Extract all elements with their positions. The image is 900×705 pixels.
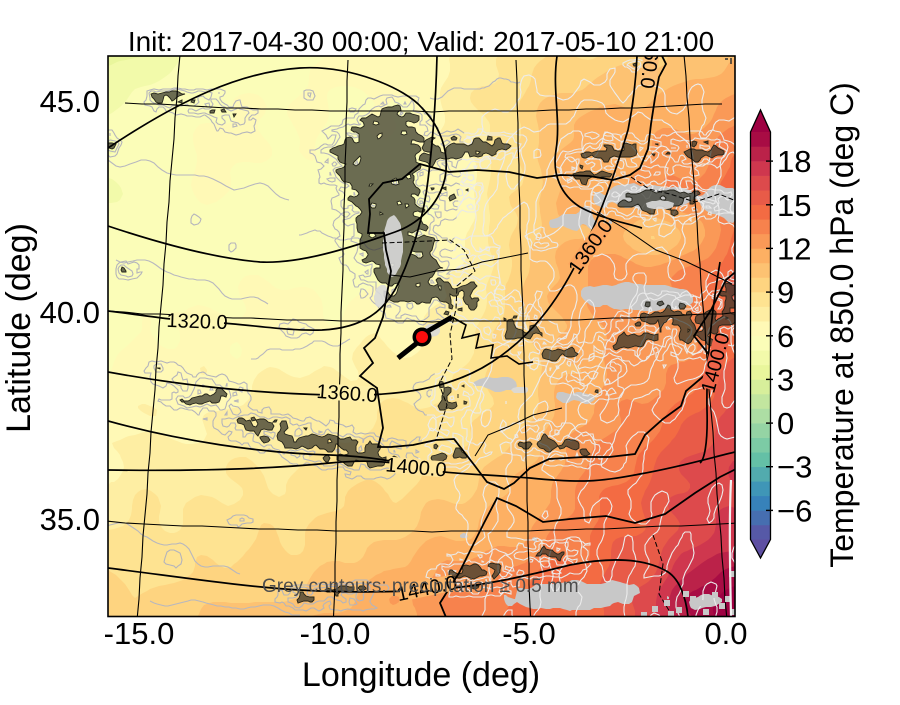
svg-text:45.0: 45.0: [40, 84, 100, 119]
svg-text:12: 12: [777, 231, 811, 266]
svg-text:18: 18: [777, 144, 811, 179]
svg-text:−3: −3: [777, 450, 812, 485]
svg-text:0: 0: [777, 406, 794, 441]
svg-text:9: 9: [777, 275, 794, 310]
svg-text:-15.0: -15.0: [104, 616, 175, 651]
svg-text:-10.0: -10.0: [300, 616, 371, 651]
svg-text:3: 3: [777, 362, 794, 397]
svg-text:40.0: 40.0: [40, 295, 100, 330]
svg-text:1320.0: 1320.0: [166, 310, 228, 334]
svg-text:Init: 2017-04-30 00:00; Valid:: Init: 2017-04-30 00:00; Valid: 2017-05-1…: [128, 26, 714, 57]
svg-text:Longitude (deg): Longitude (deg): [302, 656, 540, 694]
svg-text:6: 6: [777, 319, 794, 354]
svg-text:15: 15: [777, 188, 811, 223]
svg-text:Grey contours: precipitation ≥: Grey contours: precipitation ≥ 0.5 mm: [262, 576, 579, 597]
svg-text:0.0: 0.0: [704, 616, 747, 651]
svg-text:−6: −6: [777, 493, 812, 528]
svg-text:-5.0: -5.0: [502, 616, 555, 651]
svg-text:1400.0: 1400.0: [385, 454, 448, 481]
svg-text:1360.0: 1360.0: [316, 381, 379, 407]
svg-text:Temperature at 850.0 hPa (deg: Temperature at 850.0 hPa (deg C): [824, 82, 860, 568]
svg-text:35.0: 35.0: [40, 502, 100, 537]
svg-text:Latitude (deg): Latitude (deg): [0, 223, 38, 433]
